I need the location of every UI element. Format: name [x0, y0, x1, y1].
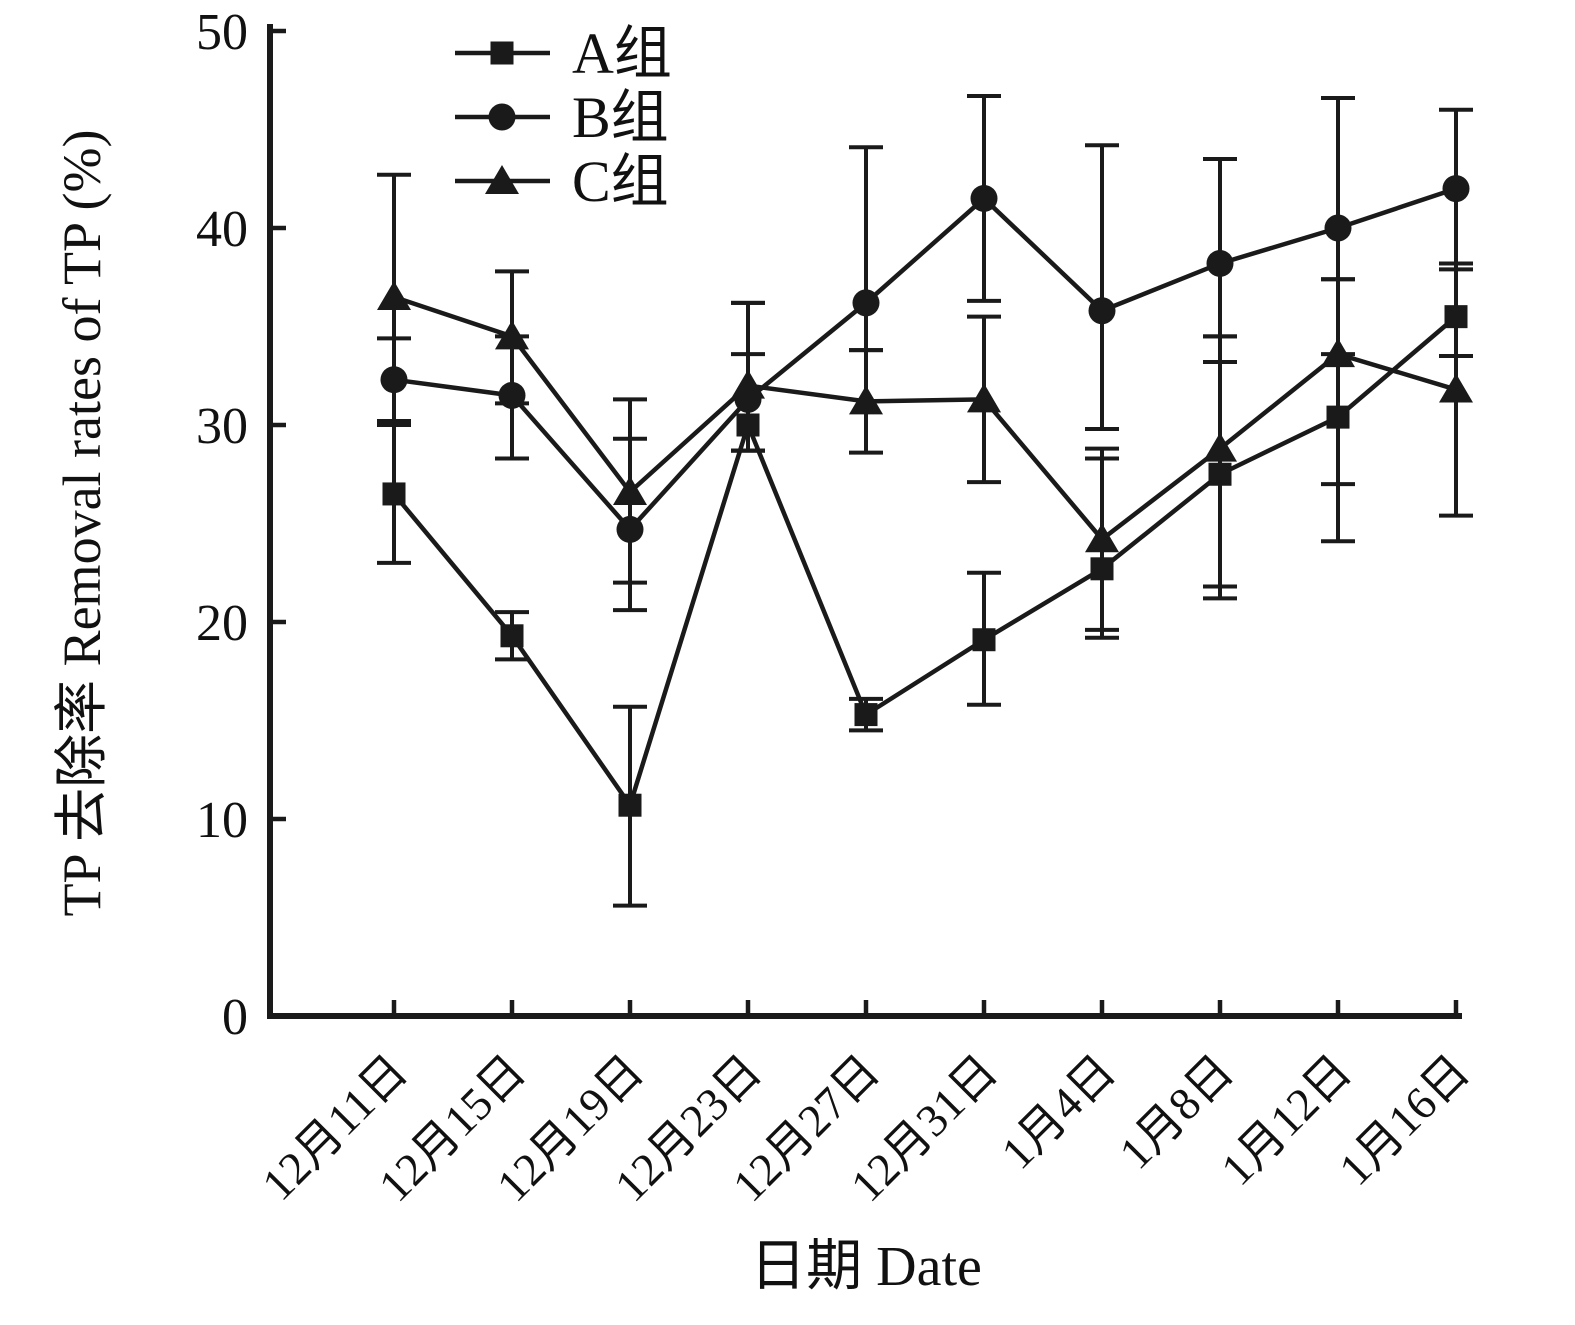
y-axis-title: TP 去除率 Removal rates of TP (%) — [52, 130, 112, 917]
data-point-circle — [1442, 175, 1470, 203]
series-A组 — [377, 261, 1473, 908]
data-point-circle — [970, 184, 998, 212]
series-line — [393, 186, 1457, 533]
data-point-triangle — [1085, 523, 1119, 553]
data-point-square — [500, 624, 524, 648]
legend-item-B组: B组 — [455, 85, 669, 150]
y-tick-label: 10 — [196, 792, 248, 849]
y-tick-label: 40 — [196, 201, 248, 258]
error-bar — [849, 145, 883, 353]
data-point-triangle — [613, 475, 647, 505]
legend-circle-icon — [488, 103, 516, 131]
data-point-circle — [852, 289, 880, 317]
legend-item-A组: A组 — [455, 21, 672, 86]
data-point-triangle — [1321, 338, 1355, 368]
y-tick-label: 30 — [196, 398, 248, 455]
data-point-square — [972, 628, 996, 652]
legend-square-icon — [490, 41, 514, 65]
data-point-triangle — [1203, 432, 1237, 462]
y-tick-label: 50 — [196, 4, 248, 61]
data-point-circle — [1088, 297, 1116, 325]
data-point-triangle — [495, 320, 529, 350]
data-point-square — [854, 703, 878, 727]
data-point-circle — [1206, 249, 1234, 277]
error-bar — [1085, 143, 1119, 431]
data-point-triangle — [731, 369, 765, 399]
data-point-triangle — [967, 383, 1001, 413]
series-C组 — [377, 172, 1473, 632]
data-point-triangle — [1439, 373, 1473, 403]
y-tick-label: 0 — [222, 989, 248, 1046]
data-point-square — [618, 793, 642, 817]
x-tick-label: 1月16日 — [1329, 1045, 1479, 1195]
data-point-circle — [1324, 214, 1352, 242]
data-point-square — [382, 482, 406, 506]
error-bar — [1321, 277, 1355, 487]
series-line — [393, 294, 1457, 543]
legend-triangle-icon — [485, 165, 519, 194]
x-tick-label: 1月12日 — [1211, 1045, 1361, 1195]
legend-label: B组 — [572, 85, 669, 150]
legend-label: A组 — [572, 21, 672, 86]
legend-item-C组: C组 — [455, 149, 669, 214]
x-axis-title: 日期 Date — [750, 1236, 982, 1298]
data-point-triangle — [849, 385, 883, 415]
y-tick-label: 20 — [196, 595, 248, 652]
series-line — [392, 314, 1458, 811]
x-tick-label: 1月4日 — [991, 1045, 1125, 1179]
legend-label: C组 — [572, 149, 669, 214]
series-B组 — [377, 94, 1473, 613]
data-point-triangle — [377, 280, 411, 310]
